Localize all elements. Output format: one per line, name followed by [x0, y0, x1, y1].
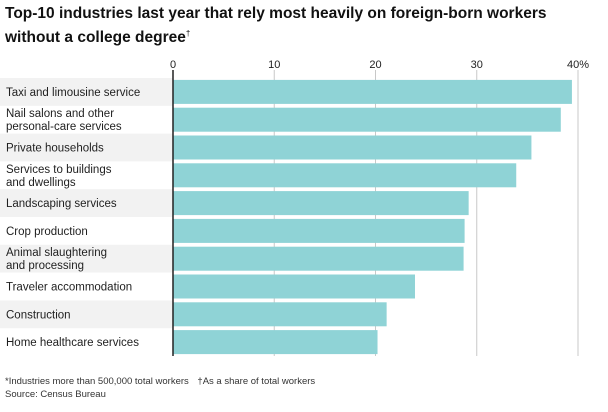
bar: [173, 218, 465, 243]
category-label: Home healthcare services: [6, 337, 139, 349]
bar: [173, 330, 378, 355]
x-tick-label: 0: [170, 59, 176, 71]
row-shade: [0, 78, 173, 106]
bar: [173, 163, 517, 188]
bar: [173, 246, 464, 271]
category-label: Nail salons and other personal-care servi…: [6, 108, 122, 133]
bar: [173, 274, 415, 299]
category-label: Construction: [6, 309, 71, 321]
bar: [173, 191, 469, 216]
chart-title: Top-10 industries last year that rely mo…: [5, 5, 547, 47]
row-shade: [0, 244, 173, 273]
row-shade: [0, 189, 173, 217]
title-footnote-mark: †: [185, 29, 191, 38]
category-label: Traveler accommodation: [6, 282, 132, 294]
bar: [173, 107, 561, 132]
source-note: Source: Census Bureau: [5, 389, 106, 400]
footnote-industries: *Industries more than 500,000 total work…: [5, 376, 189, 387]
x-tick-label: 10: [268, 59, 280, 71]
bar: [173, 302, 387, 327]
category-label: Services to buildings and dwellings: [6, 164, 112, 189]
category-label: Taxi and limousine service: [6, 87, 140, 99]
x-tick-label: 30: [471, 59, 483, 71]
footnote-share: †As a share of total workers: [197, 376, 316, 387]
footnotes: *Industries more than 500,000 total work…: [5, 375, 321, 401]
category-label: Animal slaughtering and processing: [6, 247, 107, 272]
x-tick-label: 40%: [567, 59, 589, 71]
bar: [173, 135, 532, 160]
x-tick-label: 20: [369, 59, 381, 71]
category-label: Landscaping services: [6, 198, 117, 210]
category-label: Private households: [6, 143, 104, 155]
row-shade: [0, 133, 173, 162]
bar: [173, 79, 572, 104]
category-label: Crop production: [6, 226, 88, 238]
row-shade: [0, 300, 173, 329]
